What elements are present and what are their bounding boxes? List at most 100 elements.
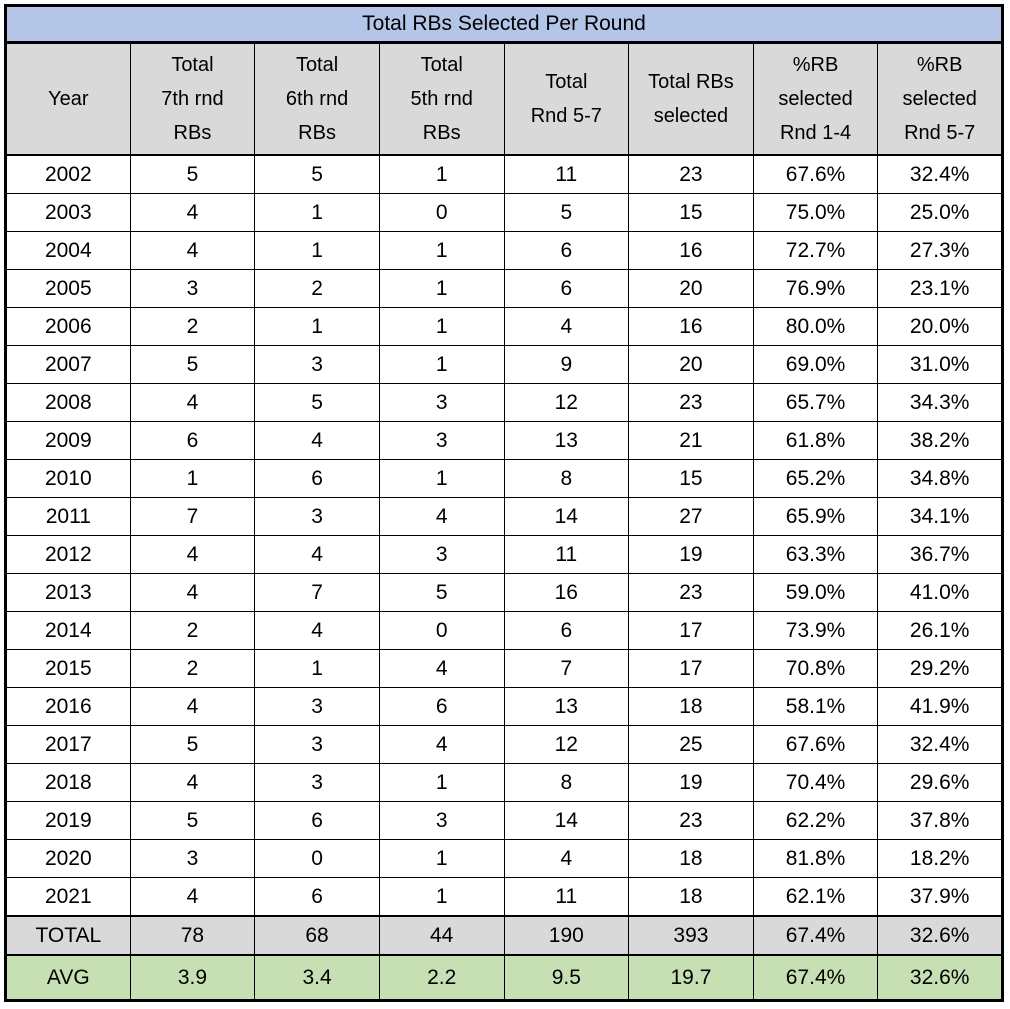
value-cell: 4 [254, 535, 380, 574]
total-cell: 190 [503, 915, 630, 956]
total-cell: 67.4% [752, 915, 879, 956]
year-cell: 2009 [5, 421, 131, 460]
value-cell: 1 [378, 345, 505, 384]
table-row: 2013 4 7 5 16 23 59.0% 41.0% [5, 573, 1003, 612]
col-header-total-6th-rnd-rbs: Total 6th rnd RBs [254, 42, 380, 156]
value-cell: 1 [378, 839, 505, 878]
value-cell: 4 [254, 421, 380, 460]
value-cell: 18.2% [877, 839, 1003, 878]
value-cell: 17 [628, 611, 754, 650]
value-cell: 4 [129, 573, 256, 612]
value-cell: 0 [378, 193, 505, 232]
value-cell: 69.0% [752, 345, 879, 384]
value-cell: 6 [503, 231, 630, 270]
value-cell: 3 [378, 383, 505, 422]
total-cell: 78 [129, 915, 256, 956]
year-cell: 2018 [5, 763, 131, 802]
value-cell: 73.9% [752, 611, 879, 650]
table-row: 2014 2 4 0 6 17 73.9% 26.1% [5, 611, 1003, 650]
table-row: 2019 5 6 3 14 23 62.2% 37.8% [5, 801, 1003, 840]
value-cell: 4 [503, 307, 630, 346]
value-cell: 65.2% [752, 459, 879, 498]
value-cell: 4 [129, 687, 256, 726]
year-cell: 2010 [5, 459, 131, 498]
value-cell: 1 [254, 231, 380, 270]
value-cell: 20 [628, 345, 754, 384]
value-cell: 2 [129, 307, 256, 346]
value-cell: 1 [254, 649, 380, 688]
value-cell: 34.3% [877, 383, 1003, 422]
value-cell: 14 [503, 801, 630, 840]
value-cell: 16 [628, 307, 754, 346]
value-cell: 3 [254, 345, 380, 384]
value-cell: 70.4% [752, 763, 879, 802]
value-cell: 0 [254, 839, 380, 878]
value-cell: 11 [503, 154, 630, 194]
value-cell: 63.3% [752, 535, 879, 574]
value-cell: 29.2% [877, 649, 1003, 688]
year-cell: 2007 [5, 345, 131, 384]
value-cell: 7 [254, 573, 380, 612]
value-cell: 29.6% [877, 763, 1003, 802]
value-cell: 3 [129, 269, 256, 308]
avg-cell: 67.4% [752, 954, 879, 1001]
value-cell: 1 [254, 307, 380, 346]
value-cell: 23 [628, 801, 754, 840]
value-cell: 80.0% [752, 307, 879, 346]
table-body: 2002 5 5 1 11 23 67.6% 32.4% 2003 4 1 0 5 15 75.0% 25.0… [5, 154, 1003, 917]
total-row: TOTAL 78 68 44 190 393 67.4% 32.6% [5, 915, 1003, 956]
value-cell: 70.8% [752, 649, 879, 688]
table-row: 2002 5 5 1 11 23 67.6% 32.4% [5, 154, 1003, 194]
value-cell: 0 [378, 611, 505, 650]
value-cell: 17 [628, 649, 754, 688]
value-cell: 6 [503, 611, 630, 650]
avg-cell: 3.4 [254, 954, 380, 1001]
value-cell: 25.0% [877, 193, 1003, 232]
value-cell: 16 [503, 573, 630, 612]
table-row: 2006 2 1 1 4 16 80.0% 20.0% [5, 307, 1003, 346]
table-row: 2020 3 0 1 4 18 81.8% 18.2% [5, 839, 1003, 878]
value-cell: 5 [129, 345, 256, 384]
total-row-label: TOTAL [5, 915, 131, 956]
col-header-total-rbs-selected: Total RBs selected [628, 42, 754, 156]
value-cell: 5 [503, 193, 630, 232]
avg-row-label: AVG [5, 954, 131, 1001]
value-cell: 34.1% [877, 497, 1003, 536]
value-cell: 3 [254, 687, 380, 726]
value-cell: 2 [254, 269, 380, 308]
value-cell: 1 [378, 877, 505, 917]
year-cell: 2004 [5, 231, 131, 270]
value-cell: 27.3% [877, 231, 1003, 270]
col-header-pct-rb-selected-rnd-1-4: %RB selected Rnd 1-4 [752, 42, 879, 156]
value-cell: 75.0% [752, 193, 879, 232]
value-cell: 41.0% [877, 573, 1003, 612]
value-cell: 4 [129, 231, 256, 270]
table-row: 2016 4 3 6 13 18 58.1% 41.9% [5, 687, 1003, 726]
value-cell: 34.8% [877, 459, 1003, 498]
table-row: 2003 4 1 0 5 15 75.0% 25.0% [5, 193, 1003, 232]
table-row: 2004 4 1 1 6 16 72.7% 27.3% [5, 231, 1003, 270]
value-cell: 5 [129, 154, 256, 194]
value-cell: 21 [628, 421, 754, 460]
value-cell: 6 [254, 877, 380, 917]
value-cell: 3 [254, 763, 380, 802]
value-cell: 3 [378, 535, 505, 574]
value-cell: 4 [378, 725, 505, 764]
value-cell: 6 [503, 269, 630, 308]
value-cell: 76.9% [752, 269, 879, 308]
value-cell: 4 [129, 193, 256, 232]
value-cell: 59.0% [752, 573, 879, 612]
value-cell: 13 [503, 421, 630, 460]
value-cell: 67.6% [752, 725, 879, 764]
value-cell: 15 [628, 193, 754, 232]
year-cell: 2011 [5, 497, 131, 536]
year-cell: 2020 [5, 839, 131, 878]
value-cell: 37.9% [877, 877, 1003, 917]
col-header-pct-rb-selected-rnd-5-7: %RB selected Rnd 5-7 [877, 42, 1003, 156]
value-cell: 8 [503, 763, 630, 802]
value-cell: 4 [378, 497, 505, 536]
value-cell: 2 [129, 649, 256, 688]
year-cell: 2013 [5, 573, 131, 612]
table-row: 2018 4 3 1 8 19 70.4% 29.6% [5, 763, 1003, 802]
